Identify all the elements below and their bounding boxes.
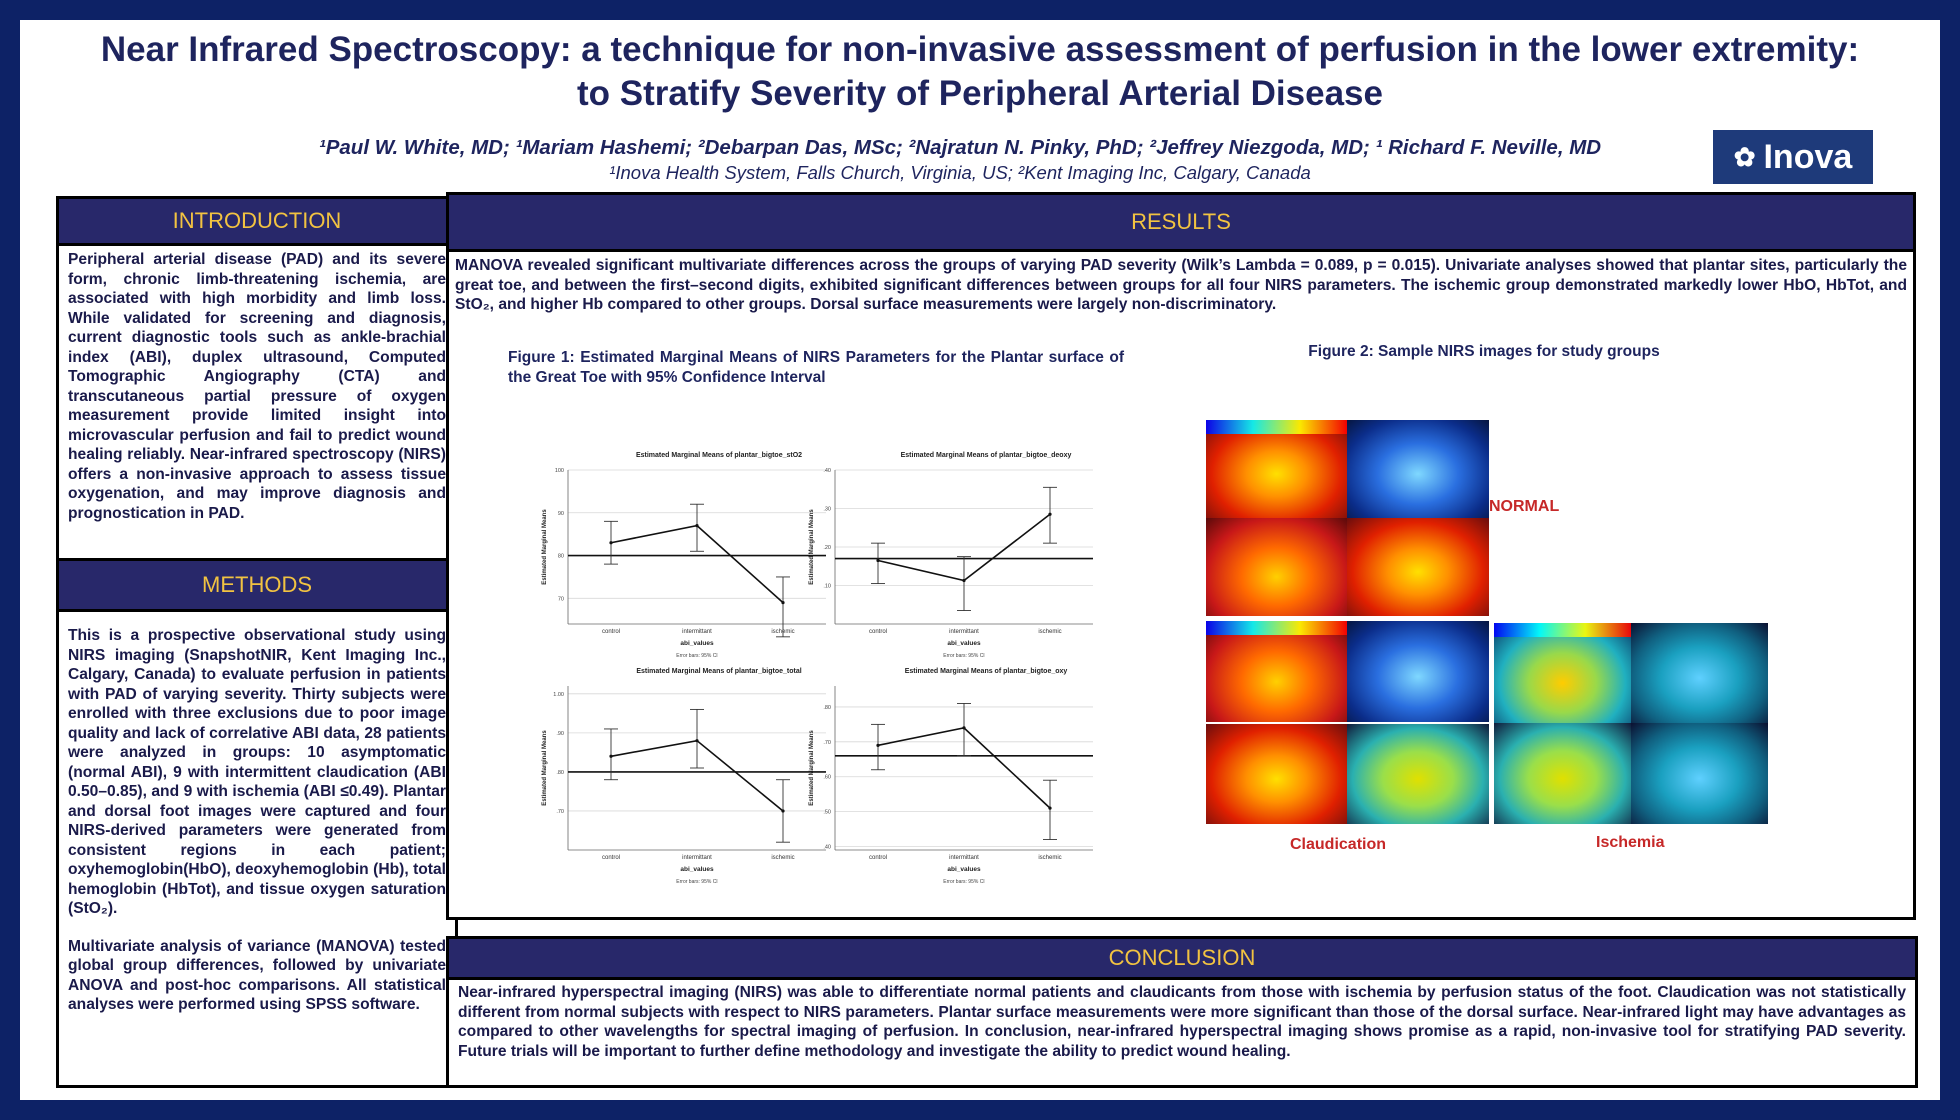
y-tick-label: .50 bbox=[823, 810, 831, 816]
conclusion-heading: CONCLUSION bbox=[449, 939, 1915, 980]
label-ischemia: Ischemia bbox=[1596, 834, 1665, 851]
data-point bbox=[781, 601, 785, 605]
data-point bbox=[962, 726, 966, 730]
nirs-image bbox=[1206, 420, 1347, 518]
y-tick-label: 100 bbox=[555, 468, 564, 474]
x-tick-label: intermittant bbox=[949, 855, 979, 861]
data-point bbox=[609, 541, 613, 545]
data-point bbox=[962, 578, 966, 583]
chart-title: Estimated Marginal Means of plantar_bigt… bbox=[636, 452, 802, 459]
data-point bbox=[876, 743, 880, 747]
poster: Near Infrared Spectroscopy: a technique … bbox=[20, 20, 1940, 1100]
author-list: ¹Paul W. White, MD; ¹Mariam Hashemi; ²De… bbox=[318, 136, 1602, 159]
data-point bbox=[695, 739, 699, 743]
y-tick-label: .60 bbox=[823, 775, 831, 781]
label-claudication: Claudication bbox=[1290, 836, 1387, 853]
x-axis-label: abi_values bbox=[947, 640, 981, 647]
x-tick-label: control bbox=[602, 629, 620, 635]
x-tick-label: ischemic bbox=[1038, 855, 1061, 861]
x-tick-label: control bbox=[869, 629, 887, 635]
x-tick-label: ischemic bbox=[771, 855, 794, 861]
y-axis-label: Estimated Marginal Means bbox=[542, 730, 548, 806]
results-text: MANOVA revealed significant multivariate… bbox=[455, 257, 1907, 313]
affiliations: ¹Inova Health System, Falls Church, Virg… bbox=[609, 162, 1311, 183]
data-point bbox=[695, 524, 699, 528]
x-tick-label: ischemic bbox=[1038, 629, 1061, 635]
y-tick-label: .80 bbox=[556, 770, 564, 776]
nirs-image bbox=[1347, 420, 1489, 518]
introduction-heading: INTRODUCTION bbox=[59, 199, 455, 246]
y-tick-label: .30 bbox=[823, 507, 831, 513]
chart-title: Estimated Marginal Means of plantar_bigt… bbox=[905, 668, 1068, 675]
x-axis-label: abi_values bbox=[680, 640, 714, 647]
nirs-image bbox=[1347, 518, 1489, 616]
y-tick-label: .70 bbox=[556, 809, 564, 815]
chart-footnote: Error bars: 95% CI bbox=[943, 653, 984, 659]
nirs-image bbox=[1206, 518, 1347, 616]
x-tick-label: control bbox=[602, 855, 620, 861]
data-point bbox=[876, 558, 880, 563]
data-point bbox=[781, 809, 785, 813]
chart-footnote: Error bars: 95% CI bbox=[676, 879, 717, 885]
y-tick-label: 1.00 bbox=[553, 692, 564, 698]
y-tick-label: .70 bbox=[823, 740, 831, 746]
conclusion-text: Near-infrared hyperspectral imaging (NIR… bbox=[458, 984, 1906, 1060]
y-tick-label: .80 bbox=[823, 705, 831, 711]
label-normal: NORMAL bbox=[1489, 498, 1560, 515]
y-tick-label: 90 bbox=[558, 511, 564, 517]
chart-title: Estimated Marginal Means of plantar_bigt… bbox=[901, 452, 1072, 459]
nirs-image bbox=[1494, 623, 1631, 723]
y-tick-label: .40 bbox=[823, 845, 831, 851]
y-tick-label: .20 bbox=[823, 545, 831, 551]
y-tick-label: 80 bbox=[558, 554, 564, 560]
inova-logo: ✿ Inova bbox=[1713, 130, 1873, 184]
conclusion-panel: CONCLUSION Near-infrared hyperspectral i… bbox=[446, 936, 1918, 1088]
nirs-image bbox=[1347, 724, 1489, 824]
x-tick-label: intermittant bbox=[949, 629, 979, 635]
data-point bbox=[1048, 806, 1052, 810]
data-point bbox=[1048, 512, 1052, 516]
results-heading: RESULTS bbox=[449, 195, 1913, 252]
figure1-caption: Figure 1: Estimated Marginal Means of NI… bbox=[508, 349, 1124, 386]
logo-mark-icon: ✿ bbox=[1733, 141, 1756, 172]
chart-title: Estimated Marginal Means of plantar_bigt… bbox=[636, 668, 801, 675]
x-tick-label: intermittant bbox=[682, 855, 712, 861]
methods-heading: METHODS bbox=[59, 561, 455, 612]
methods-panel: METHODS This is a prospective observatio… bbox=[56, 558, 458, 1088]
x-axis-label: abi_values bbox=[947, 866, 981, 873]
nirs-image bbox=[1206, 724, 1347, 824]
introduction-panel: INTRODUCTION Peripheral arterial disease… bbox=[56, 196, 458, 568]
y-axis-label: Estimated Marginal Means bbox=[809, 509, 815, 585]
methods-p1: This is a prospective observational stud… bbox=[68, 627, 446, 917]
figure2-caption: Figure 2: Sample NIRS images for study g… bbox=[1308, 343, 1660, 360]
introduction-text: Peripheral arterial disease (PAD) and it… bbox=[68, 251, 446, 522]
poster-title-line2: to Stratify Severity of Peripheral Arter… bbox=[577, 74, 1383, 113]
y-tick-label: 70 bbox=[558, 596, 564, 602]
y-tick-label: .90 bbox=[556, 731, 564, 737]
logo-text: Inova bbox=[1763, 137, 1853, 176]
nirs-image bbox=[1494, 723, 1631, 824]
chart-footnote: Error bars: 95% CI bbox=[676, 653, 717, 659]
nirs-image bbox=[1631, 723, 1768, 824]
nirs-image bbox=[1631, 623, 1768, 723]
poster-title-line1: Near Infrared Spectroscopy: a technique … bbox=[100, 30, 1860, 69]
nirs-image bbox=[1347, 621, 1489, 722]
methods-p2: Multivariate analysis of variance (MANOV… bbox=[68, 937, 446, 1014]
y-axis-label: Estimated Marginal Means bbox=[809, 730, 815, 806]
y-axis-label: Estimated Marginal Means bbox=[542, 509, 548, 585]
x-tick-label: intermittant bbox=[682, 629, 712, 635]
x-axis-label: abi_values bbox=[680, 866, 714, 873]
figure1-charts: Estimated Marginal Means of plantar_bigt… bbox=[542, 452, 1093, 885]
y-tick-label: .10 bbox=[823, 584, 831, 590]
chart-footnote: Error bars: 95% CI bbox=[943, 879, 984, 885]
data-point bbox=[609, 754, 613, 758]
x-tick-label: control bbox=[869, 855, 887, 861]
y-tick-label: .40 bbox=[823, 468, 831, 474]
x-tick-label: ischemic bbox=[771, 629, 794, 635]
nirs-image bbox=[1206, 621, 1347, 722]
